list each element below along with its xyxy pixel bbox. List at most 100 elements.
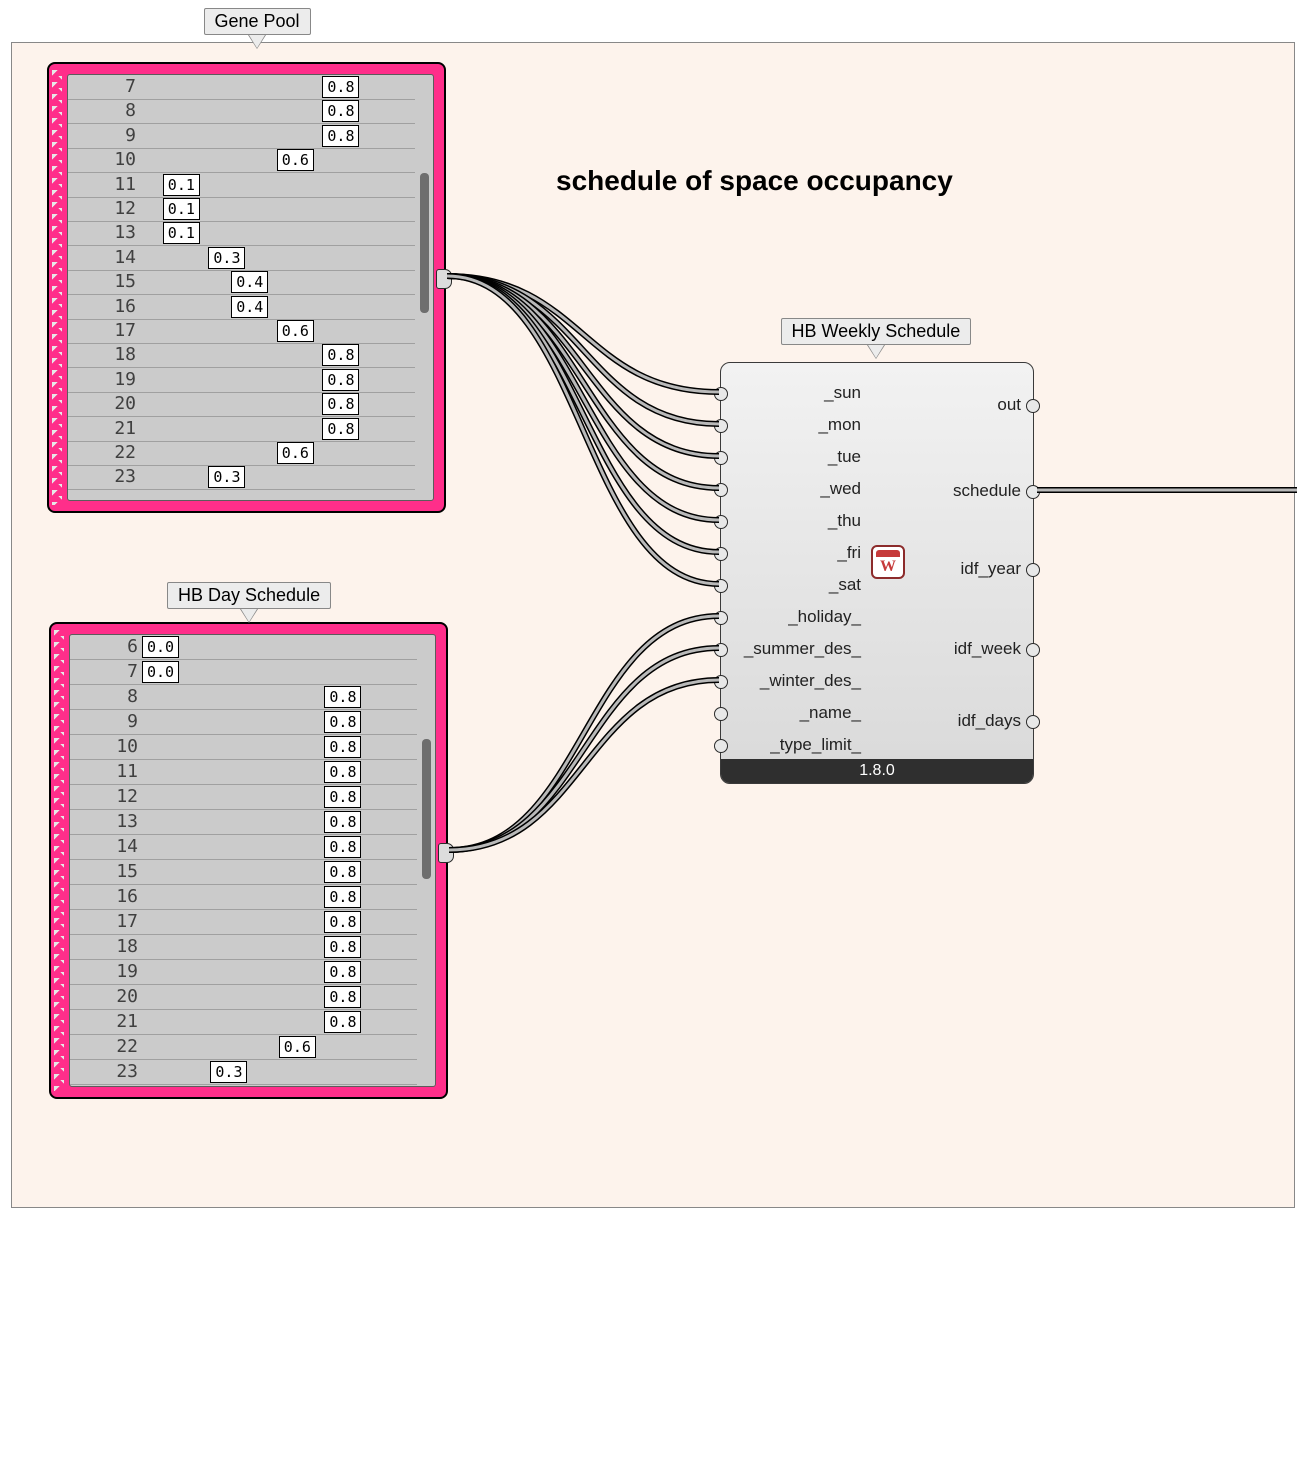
hb-output-port-out[interactable] — [1026, 399, 1040, 413]
day-schedule-panel-row[interactable]: 80.8 — [70, 685, 417, 710]
day-schedule-panel-row[interactable]: 190.8 — [70, 960, 417, 985]
gene-pool-panel-row[interactable]: 90.8 — [68, 124, 415, 149]
day-schedule-panel-row-value[interactable]: 0.8 — [324, 686, 361, 708]
hb-weekly-component[interactable]: _sun_mon_tue_wed_thu_fri_sat_holiday__su… — [720, 362, 1034, 784]
gene-pool-panel-row-value[interactable]: 0.8 — [322, 418, 359, 440]
hb-input-port-holiday[interactable] — [714, 611, 728, 625]
gene-pool-panel-row-value[interactable]: 0.6 — [277, 442, 314, 464]
gene-pool-panel-row[interactable]: 70.8 — [68, 75, 415, 100]
day-schedule-panel-drag-edge[interactable] — [54, 630, 64, 1091]
day-schedule-panel-row[interactable]: 70.0 — [70, 660, 417, 685]
gene-pool-panel-row-value[interactable]: 0.4 — [231, 296, 268, 318]
day-schedule-panel-row-value[interactable]: 0.8 — [324, 911, 361, 933]
gene-pool-panel-row-value[interactable]: 0.1 — [163, 222, 200, 244]
day-schedule-panel-row[interactable]: 150.8 — [70, 860, 417, 885]
hb-input-port-sun[interactable] — [714, 387, 728, 401]
gene-pool-panel-row[interactable]: 180.8 — [68, 343, 415, 368]
gene-pool-panel-row-value[interactable]: 0.6 — [277, 320, 314, 342]
gene-pool-panel-row-value[interactable]: 0.6 — [277, 149, 314, 171]
day-schedule-panel-row[interactable]: 120.8 — [70, 785, 417, 810]
gene-pool-panel-row-index: 17 — [68, 319, 136, 343]
gene-pool-panel-row[interactable]: 110.1 — [68, 173, 415, 198]
gene-pool-panel-row[interactable]: 150.4 — [68, 270, 415, 295]
hb-input-port-typelimit[interactable] — [714, 739, 728, 753]
hb-output-port-idf_week[interactable] — [1026, 643, 1040, 657]
day-schedule-panel[interactable]: 60.070.080.890.8100.8110.8120.8130.8140.… — [49, 622, 448, 1099]
gene-pool-panel-row-value[interactable]: 0.8 — [322, 100, 359, 122]
day-schedule-panel-row-value[interactable]: 0.8 — [324, 761, 361, 783]
gene-pool-panel-row[interactable]: 220.6 — [68, 441, 415, 466]
gene-pool-panel-row-value[interactable]: 0.1 — [163, 174, 200, 196]
day-schedule-panel-row[interactable]: 110.8 — [70, 760, 417, 785]
day-schedule-panel-row-value[interactable]: 0.8 — [324, 786, 361, 808]
hb-input-port-wed[interactable] — [714, 483, 728, 497]
day-schedule-panel-output-grip[interactable] — [438, 843, 454, 863]
day-schedule-panel-row[interactable]: 180.8 — [70, 935, 417, 960]
gene-pool-panel-row[interactable]: 170.6 — [68, 319, 415, 344]
day-schedule-panel-row-value[interactable]: 0.8 — [324, 936, 361, 958]
gene-pool-panel-row-value[interactable]: 0.8 — [322, 76, 359, 98]
hb-input-port-tue[interactable] — [714, 451, 728, 465]
day-schedule-panel-row-value[interactable]: 0.8 — [324, 811, 361, 833]
day-schedule-panel-row-index: 18 — [70, 935, 138, 959]
day-schedule-panel-row[interactable]: 100.8 — [70, 735, 417, 760]
day-schedule-panel-scrollbar[interactable] — [422, 739, 431, 879]
day-schedule-panel-row[interactable]: 200.8 — [70, 985, 417, 1010]
day-schedule-panel-row-value[interactable]: 0.8 — [324, 736, 361, 758]
day-schedule-panel-row[interactable]: 210.8 — [70, 1010, 417, 1035]
hb-output-port-idf_year[interactable] — [1026, 563, 1040, 577]
gene-pool-panel-row[interactable]: 130.1 — [68, 221, 415, 246]
hb-input-port-summerdes[interactable] — [714, 643, 728, 657]
gene-pool-panel-row[interactable]: 120.1 — [68, 197, 415, 222]
hb-input-port-thu[interactable] — [714, 515, 728, 529]
day-schedule-panel-row[interactable]: 170.8 — [70, 910, 417, 935]
gene-pool-panel-row[interactable]: 230.3 — [68, 465, 415, 490]
gene-pool-panel-row-value[interactable]: 0.8 — [322, 369, 359, 391]
gene-pool-panel-row-value[interactable]: 0.4 — [231, 271, 268, 293]
day-schedule-panel-row-index: 7 — [70, 660, 138, 684]
gene-pool-panel-row[interactable]: 140.3 — [68, 246, 415, 271]
day-schedule-panel-row-value[interactable]: 0.8 — [324, 711, 361, 733]
gene-pool-panel[interactable]: 70.880.890.8100.6110.1120.1130.1140.3150… — [47, 62, 446, 513]
hb-output-idf_days: idf_days — [958, 711, 1021, 731]
day-schedule-panel-row-value[interactable]: 0.6 — [279, 1036, 316, 1058]
hb-output-port-idf_days[interactable] — [1026, 715, 1040, 729]
gene-pool-panel-output-grip[interactable] — [436, 269, 452, 289]
gene-pool-panel-row-value[interactable]: 0.3 — [208, 466, 245, 488]
day-schedule-panel-row-value[interactable]: 0.0 — [142, 661, 179, 683]
day-schedule-panel-row-value[interactable]: 0.8 — [324, 836, 361, 858]
day-schedule-panel-row-value[interactable]: 0.8 — [324, 886, 361, 908]
gene-pool-panel-row[interactable]: 80.8 — [68, 99, 415, 124]
gene-pool-panel-row[interactable]: 190.8 — [68, 368, 415, 393]
hb-input-port-winterdes[interactable] — [714, 675, 728, 689]
gene-pool-panel-row-value[interactable]: 0.3 — [208, 247, 245, 269]
day-schedule-panel-row[interactable]: 160.8 — [70, 885, 417, 910]
day-schedule-panel-row[interactable]: 220.6 — [70, 1035, 417, 1060]
day-schedule-panel-row-value[interactable]: 0.8 — [324, 1011, 361, 1033]
day-schedule-panel-row[interactable]: 230.3 — [70, 1060, 417, 1085]
day-schedule-panel-row[interactable]: 90.8 — [70, 710, 417, 735]
gene-pool-panel-row[interactable]: 100.6 — [68, 148, 415, 173]
gene-pool-panel-row-value[interactable]: 0.8 — [322, 344, 359, 366]
gene-pool-panel-row[interactable]: 200.8 — [68, 392, 415, 417]
gene-pool-panel-row[interactable]: 210.8 — [68, 417, 415, 442]
day-schedule-panel-row[interactable]: 130.8 — [70, 810, 417, 835]
hb-input-port-sat[interactable] — [714, 579, 728, 593]
day-schedule-panel-row-value[interactable]: 0.8 — [324, 986, 361, 1008]
hb-input-port-fri[interactable] — [714, 547, 728, 561]
hb-input-port-mon[interactable] — [714, 419, 728, 433]
day-schedule-panel-row-value[interactable]: 0.8 — [324, 961, 361, 983]
hb-input-port-name[interactable] — [714, 707, 728, 721]
gene-pool-panel-row[interactable]: 160.4 — [68, 295, 415, 320]
gene-pool-panel-row-value[interactable]: 0.8 — [322, 125, 359, 147]
day-schedule-panel-row[interactable]: 60.0 — [70, 635, 417, 660]
day-schedule-panel-row-value[interactable]: 0.3 — [210, 1061, 247, 1083]
hb-output-port-schedule[interactable] — [1026, 485, 1040, 499]
gene-pool-panel-row-value[interactable]: 0.1 — [163, 198, 200, 220]
gene-pool-panel-scrollbar[interactable] — [420, 173, 429, 313]
gene-pool-panel-row-value[interactable]: 0.8 — [322, 393, 359, 415]
day-schedule-panel-row-value[interactable]: 0.0 — [142, 636, 179, 658]
gene-pool-panel-drag-edge[interactable] — [52, 70, 62, 505]
day-schedule-panel-row-value[interactable]: 0.8 — [324, 861, 361, 883]
day-schedule-panel-row[interactable]: 140.8 — [70, 835, 417, 860]
